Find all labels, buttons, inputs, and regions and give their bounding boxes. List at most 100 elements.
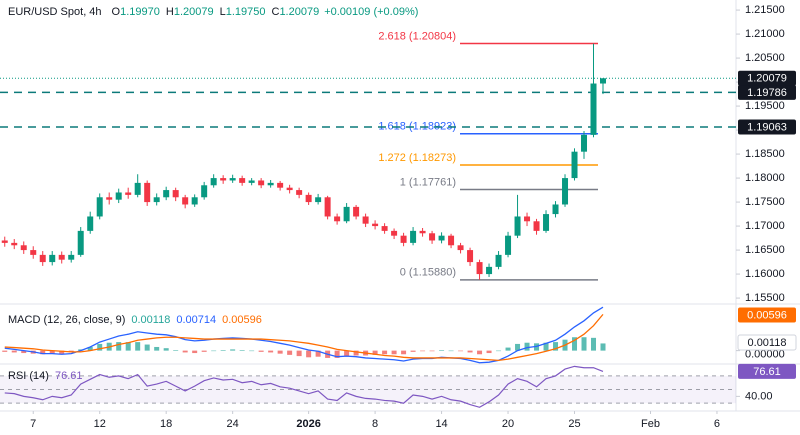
last-price-badge: 1.20079 [747, 73, 787, 85]
histogram-bar [600, 343, 606, 351]
candle-body [248, 180, 255, 183]
candle-body [571, 151, 578, 179]
x-tick-label: 18 [160, 418, 172, 430]
histogram-bar [220, 350, 226, 351]
histogram-bar [543, 342, 549, 351]
candle-body [258, 180, 265, 186]
y-tick-label: 1.17000 [745, 220, 785, 232]
candle-body [172, 190, 179, 198]
x-tick-label: 25 [568, 418, 580, 430]
y-tick-label: 1.21500 [745, 4, 785, 16]
fib-label: 0 (1.15880) [400, 267, 456, 279]
candle-body [1, 240, 8, 243]
histogram-bar [182, 350, 188, 353]
x-tick-label: 14 [435, 418, 447, 430]
candle-body [381, 226, 388, 231]
candle-body [286, 187, 293, 191]
histogram-bar [144, 344, 150, 351]
histogram-bar [239, 350, 245, 351]
candle-body [220, 178, 227, 181]
x-tick-label: 24 [227, 418, 239, 430]
change-label: +0.00109 (+0.09%) [324, 6, 418, 18]
candle-body [106, 197, 113, 200]
x-tick-label: Feb [641, 418, 660, 430]
histogram-bar [448, 350, 454, 352]
histogram-bar [135, 342, 141, 351]
price-line-badge-bg [738, 84, 796, 100]
histogram-bar [477, 350, 483, 355]
histogram-bar [49, 350, 55, 354]
ohlc-key: H [166, 6, 174, 18]
histogram-bar [125, 342, 131, 351]
legend-header: EUR/USD Spot, 4h O1.19970 H1.20079 L1.19750… [8, 6, 418, 18]
histogram-bar [201, 350, 207, 352]
y-tick-label: 40.00 [745, 390, 773, 402]
x-tick-label: 6 [714, 418, 720, 430]
histogram-bar [11, 350, 17, 353]
signal-badge-bg [738, 307, 796, 323]
y-tick-label: 1.17500 [745, 196, 785, 208]
candle-body [486, 266, 493, 275]
candle-body [419, 230, 426, 234]
histogram-bar [572, 337, 578, 351]
candle-body [11, 242, 18, 246]
rsi-value: 76.61 [55, 370, 83, 382]
macd-title: MACD (12, 26, close, 9) [8, 314, 125, 326]
histogram-bar [382, 350, 388, 355]
histogram-bar [344, 350, 350, 357]
x-tick-label: 7 [30, 418, 36, 430]
y-tick-label: 1.21000 [745, 28, 785, 40]
y-tick-label: 1.16000 [745, 268, 785, 280]
macd-line [4, 306, 604, 364]
candle-body [201, 185, 208, 198]
rsi-line [4, 365, 604, 408]
macd-line [4, 313, 604, 362]
histogram-bar [353, 350, 359, 356]
candle-body [552, 204, 559, 215]
histogram-bar [306, 350, 312, 358]
x-tick-label: 8 [372, 418, 378, 430]
candle-body [144, 182, 151, 203]
candle-body [467, 250, 474, 263]
histogram-bar [372, 350, 378, 355]
histogram-bar [87, 346, 93, 351]
candle-body [533, 221, 540, 231]
candle-body [448, 235, 455, 246]
histogram-bar [154, 346, 160, 351]
x-tick-label: 2026 [296, 418, 320, 430]
ohlc-value: 1.19750 [226, 6, 266, 18]
histogram-bar [230, 349, 236, 351]
candle-body [58, 254, 65, 260]
candle-body [229, 178, 236, 181]
histogram-bar [439, 350, 445, 351]
signal-badge: 0.00596 [747, 309, 787, 321]
candle-body [239, 178, 246, 183]
histogram-bar [401, 350, 407, 355]
histogram-bar [553, 342, 559, 351]
candle-body [476, 262, 483, 275]
last-price-badge-bg [738, 70, 796, 86]
y-tick-label: 1.16500 [745, 244, 785, 256]
ohlc-key: L [220, 6, 226, 18]
fib-label: 2.618 (1.20804) [378, 30, 456, 42]
histogram-bar [581, 337, 587, 351]
candle-body [581, 134, 588, 152]
histogram-bar [505, 347, 511, 351]
histogram-bar [391, 350, 397, 355]
candle-body [39, 254, 46, 263]
candle-body [77, 230, 84, 255]
candle-body [277, 182, 284, 188]
histogram-bar [410, 350, 416, 352]
y-tick-label: 1.15500 [745, 292, 785, 304]
histogram-bar [163, 348, 169, 351]
ohlc-value: 1.19970 [120, 6, 160, 18]
histogram-bar [211, 350, 217, 352]
histogram-bar [59, 350, 65, 354]
histogram-bar [21, 350, 27, 354]
candle-body [324, 197, 331, 217]
candle-body [30, 250, 37, 255]
candle-body [163, 190, 170, 198]
histogram-bar [116, 342, 122, 351]
